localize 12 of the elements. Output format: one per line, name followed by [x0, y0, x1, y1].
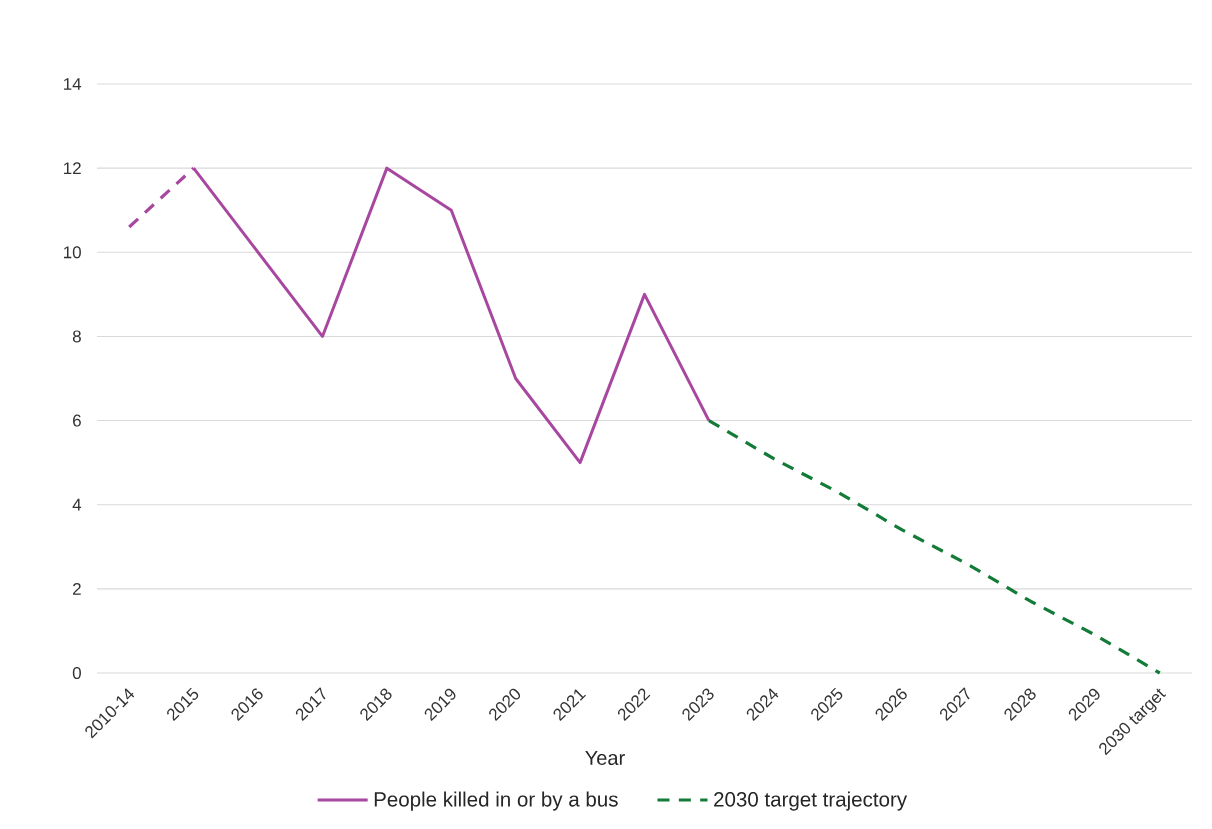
y-tick-label: 10 [64, 246, 81, 259]
legend-label: 2030 target trajectory [714, 791, 908, 811]
y-tick-label: 14 [64, 78, 82, 90]
y-tick-label: 4 [72, 498, 82, 511]
legend-label: People killed in or by a bus [374, 791, 618, 811]
y-tick-label: 8 [72, 330, 81, 343]
y-tick-label: 6 [73, 414, 81, 427]
y-tick-label: 0 [72, 666, 81, 680]
x-axis-title: Year [585, 751, 625, 765]
y-tick-label: 12 [64, 162, 81, 175]
line-series [707, 418, 1162, 675]
y-tick-label: 2 [73, 582, 81, 595]
